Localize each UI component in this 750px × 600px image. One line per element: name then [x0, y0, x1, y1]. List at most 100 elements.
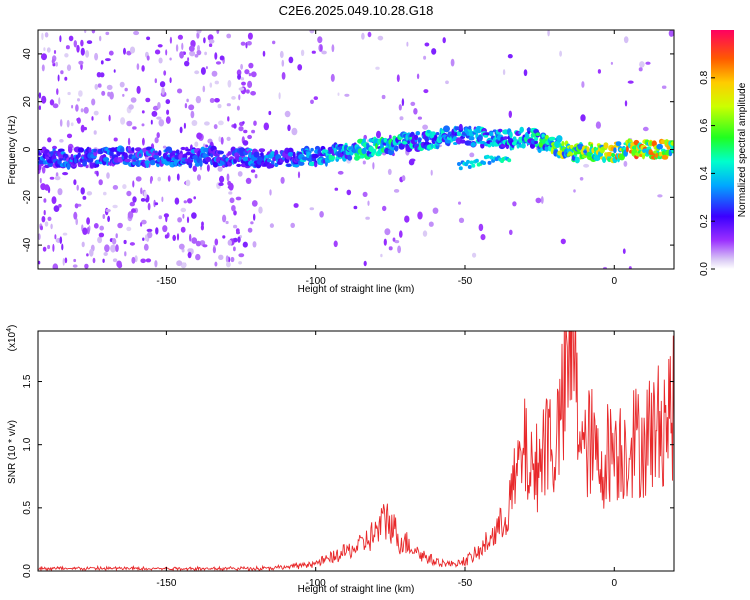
spectrogram-noise-dot	[109, 91, 114, 100]
spectrogram-noise-dot	[91, 98, 96, 106]
spectrogram-noise-dot	[397, 245, 401, 254]
colorbar-ticks: 0.0 0.2 0.4 0.6 0.8	[699, 70, 715, 276]
spectrogram-noise-dot	[233, 210, 237, 216]
spectrogram-noise-dot	[157, 102, 161, 109]
snr-x-ticks: -150 -100 -50 0	[156, 331, 618, 589]
spectrogram-branch-dot	[471, 163, 476, 168]
colorbar: 0.0 0.2 0.4 0.6 0.8 Normalized spectral ampl…	[699, 30, 748, 276]
x-tick-label: 0	[612, 578, 618, 589]
spectrogram-noise-dot	[227, 80, 232, 88]
spectrogram-panel: -150 -100 -50 0 -40 -20 0 20 40 Height of strai…	[7, 29, 675, 295]
spectrogram-noise-dot	[272, 40, 276, 45]
spectrogram-noise-dot	[157, 176, 161, 182]
spectrogram-noise-dot	[661, 85, 667, 89]
spectrogram-noise-dot	[93, 130, 97, 135]
spectrogram-noise-dot	[581, 81, 585, 88]
spectrogram-noise-dot	[113, 69, 116, 73]
spectrogram-ridge-dot	[134, 147, 142, 152]
spectrogram-ridge-dot	[127, 145, 131, 152]
spectrogram-noise-dot	[70, 122, 74, 127]
spectrogram-noise-dot	[191, 237, 198, 244]
spectrogram-noise-dot	[309, 30, 315, 34]
spectrogram-noise-dot	[251, 129, 256, 134]
spectrogram-noise-dot	[156, 132, 160, 139]
spectrogram-ridge-dot	[574, 156, 580, 164]
spectrogram-noise-dot	[83, 106, 89, 114]
spectrogram-noise-dot	[227, 239, 232, 246]
y-tick-label: 20	[22, 96, 33, 108]
spectrogram-noise-dot	[263, 122, 269, 131]
spectrogram-noise-dot	[627, 80, 634, 84]
spectrogram-noise-dot	[187, 251, 192, 259]
spectrogram-noise-dot	[399, 116, 404, 121]
spectrogram-noise-dot	[214, 238, 219, 246]
spectrogram-noise-dot	[43, 198, 47, 203]
spectrogram-noise-dot	[189, 50, 196, 57]
spectrogram-noise-dot	[113, 137, 118, 142]
spectrogram-noise-dot	[226, 33, 232, 39]
spectrogram-noise-dot	[77, 98, 80, 102]
spectrogram-noise-dot	[231, 96, 236, 100]
spectrogram-noise-dot	[119, 81, 125, 88]
spectrogram-ridge-dot	[314, 162, 318, 168]
spectrogram-noise-dot	[238, 94, 241, 101]
spectrogram-noise-dot	[344, 93, 350, 97]
spectrogram-noise-dot	[237, 74, 242, 80]
spectrogram-noise-dot	[215, 61, 222, 65]
spectrogram-noise-dot	[226, 261, 231, 268]
spectrogram-noise-dot	[269, 189, 272, 196]
x-tick-label: -100	[306, 578, 326, 589]
spectrogram-noise-dot	[86, 217, 90, 225]
spectrogram-noise-dot	[76, 184, 79, 191]
spectrogram-ridge-dot	[458, 123, 463, 131]
spectrogram-ridge-dot	[286, 163, 292, 167]
spectrogram-noise-dot	[321, 50, 327, 55]
spectrogram-noise-dot	[97, 236, 103, 244]
spectrogram-ridge-dot	[534, 140, 538, 145]
spectrogram-noise-dot	[258, 206, 263, 214]
spectrogram-noise-dot	[76, 44, 80, 53]
spectrogram-noise-dot	[220, 136, 224, 145]
spectrogram-noise-dot	[404, 215, 410, 223]
spectrogram-noise-dot	[62, 232, 68, 236]
spectrogram-branch-dot	[466, 159, 470, 164]
spectrogram-noise-dot	[38, 105, 42, 110]
spectrogram-noise-dot	[442, 37, 446, 44]
spectrogram-noise-dot	[194, 54, 199, 58]
spectrogram-ridge-dot	[233, 159, 238, 164]
spectrogram-noise-dot	[42, 246, 47, 252]
spectrogram-noise-dot	[251, 200, 258, 207]
spectrogram-noise-dot	[194, 70, 200, 75]
spectrogram-noise-dot	[219, 55, 225, 61]
spectrogram-ridge-dot	[199, 160, 203, 167]
spectrogram-noise-dot	[47, 137, 52, 143]
spectrogram-ridge-dot	[38, 152, 42, 156]
spectrogram-noise-dot	[110, 244, 116, 253]
spectrogram-noise-dot	[218, 120, 224, 126]
spectrogram-noise-dot	[80, 124, 85, 133]
spectrogram-noise-dot	[176, 173, 180, 181]
spectrogram-noise-dot	[233, 123, 237, 129]
spectrogram-ridge-dot	[478, 134, 483, 142]
spectrogram-noise-dot	[222, 214, 227, 223]
spectrogram-noise-dot	[428, 221, 434, 227]
y-tick-label: 0	[22, 146, 33, 152]
spectrogram-ridge-dot	[581, 154, 587, 159]
spectrogram-noise-dot	[281, 72, 286, 80]
spectrogram-noise-dot	[458, 201, 461, 205]
spectrogram-noise-dot	[140, 187, 143, 195]
spectrogram-noise-dot	[86, 253, 89, 257]
spectrogram-noise-dot	[78, 90, 83, 97]
spectrogram-noise-dot	[623, 36, 629, 44]
spectrogram-noise-dot	[204, 121, 210, 126]
spectrogram-noise-dot	[219, 175, 225, 183]
spectrogram-ridge-dot	[253, 151, 260, 158]
spectrogram-noise-dot	[401, 175, 406, 182]
spectrogram-noise-dot	[164, 234, 169, 239]
spectrogram-noise-dot	[431, 48, 437, 55]
spectrogram-noise-dot	[250, 169, 256, 173]
spectrogram-noise-dot	[78, 60, 84, 65]
spectrogram-noise-dot	[102, 258, 105, 263]
spectrogram-noise-dot	[68, 35, 74, 42]
spectrogram-noise-dot	[547, 30, 550, 37]
